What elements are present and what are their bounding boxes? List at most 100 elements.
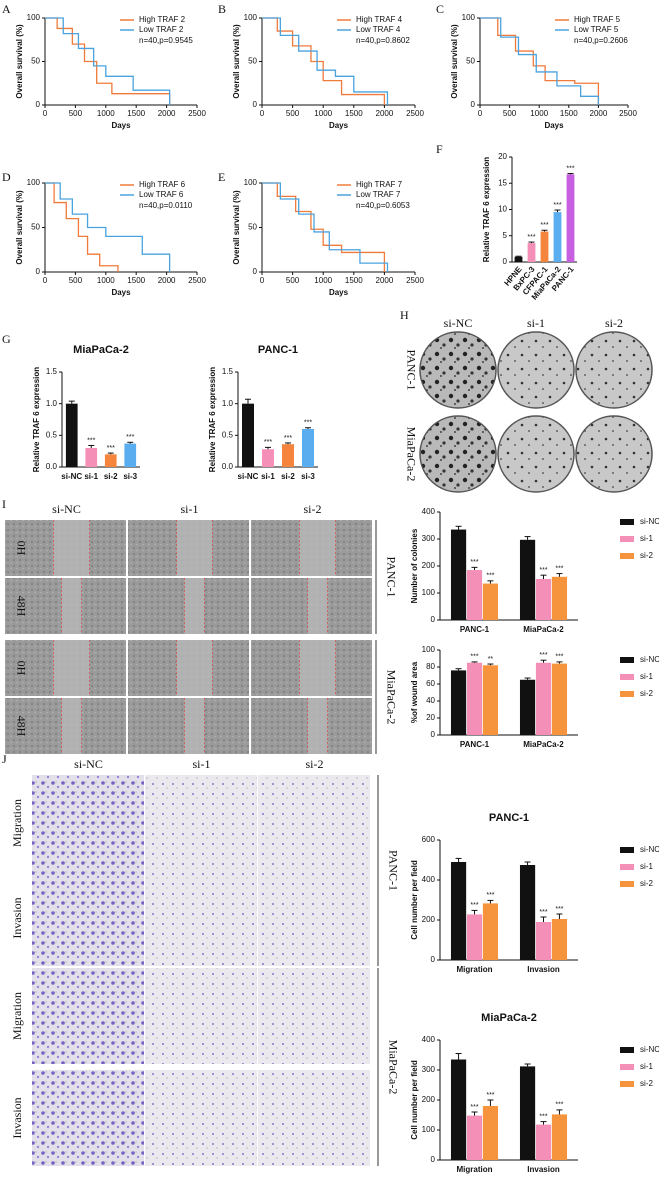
transwell-image — [145, 870, 257, 966]
bar — [466, 914, 483, 960]
y-tick-label: 50 — [31, 223, 40, 232]
group-label: MiaPaCa-2 — [386, 1040, 400, 1095]
legend-swatch — [620, 1081, 634, 1087]
legend-swatch — [620, 674, 634, 680]
x-tick-label: si-1 — [84, 472, 98, 481]
bar — [566, 174, 575, 262]
legend-label: si-1 — [640, 862, 653, 871]
row-label: PANC-1 — [404, 350, 418, 391]
wound-gap — [61, 698, 82, 754]
x-tick-label: si-NC — [61, 472, 82, 481]
y-axis-label: Number of colonies — [410, 528, 419, 603]
x-tick-label: PANC-1 — [460, 740, 490, 749]
y-tick-label: 15 — [498, 178, 507, 187]
y-tick-label: 0.0 — [222, 462, 234, 471]
transwell-image — [258, 968, 370, 1064]
y-tick-label: 80 — [426, 662, 435, 671]
x-tick-label: 1000 — [530, 109, 548, 118]
transwell-image — [258, 870, 370, 966]
wound-gap — [184, 578, 205, 634]
group-label: PANC-1 — [386, 850, 400, 891]
transwell-image — [145, 968, 257, 1064]
panel-letter: I — [2, 497, 6, 511]
significance: ** — [488, 656, 494, 663]
group-label: PANC-1 — [384, 557, 398, 598]
x-tick-label: 2500 — [406, 109, 424, 118]
wound-gap — [307, 698, 328, 754]
panel-letter: H — [400, 308, 409, 322]
column-label: si-1 — [193, 757, 211, 771]
legend-label: High TRAF 7 — [356, 180, 403, 189]
bar — [85, 448, 98, 467]
x-tick-label: 0 — [478, 109, 483, 118]
legend-swatch — [620, 691, 634, 697]
row-label: Invasion — [10, 1097, 24, 1138]
legend-swatch — [620, 1047, 634, 1053]
bar — [466, 1115, 483, 1160]
x-tick-label: 0 — [260, 109, 265, 118]
significance: *** — [87, 437, 95, 444]
legend-label: si-2 — [640, 551, 653, 560]
x-axis-label: Days — [544, 121, 564, 130]
row-label: MiaPaCa-2 — [404, 427, 418, 482]
bar — [519, 539, 536, 620]
y-tick-label: 600 — [422, 835, 436, 844]
y-tick-label: 100 — [244, 13, 258, 22]
survival-curve — [262, 182, 389, 272]
wound-gap — [176, 520, 213, 576]
y-tick-label: 0 — [471, 100, 476, 109]
y-axis-label: Relative TRAF 6 expression — [32, 367, 41, 472]
legend-label: si-1 — [640, 534, 653, 543]
x-axis-label: Days — [111, 121, 131, 130]
x-tick-label: MiaPaCa-2 — [523, 740, 564, 749]
y-tick-label: 20 — [498, 152, 507, 161]
y-tick-label: 0 — [36, 267, 41, 276]
column-label: si-2 — [306, 757, 324, 771]
colony-plate — [497, 415, 575, 493]
chart-title: PANC-1 — [258, 344, 298, 356]
y-tick-label: 1.0 — [46, 399, 58, 408]
row-label: 48H — [14, 596, 28, 617]
y-axis-label: Overall survival (%) — [15, 190, 24, 265]
legend-label: Low TRAF 6 — [139, 190, 184, 199]
x-tick-label: 0 — [43, 109, 48, 118]
bar — [551, 663, 568, 735]
wound-gap — [176, 640, 213, 696]
bar — [482, 665, 499, 735]
y-tick-label: 400 — [422, 875, 436, 884]
significance: *** — [555, 906, 563, 913]
legend-swatch — [620, 519, 634, 525]
x-tick-label: 500 — [69, 276, 83, 285]
legend-label: High TRAF 6 — [139, 180, 186, 189]
x-tick-label: si-1 — [261, 472, 275, 481]
x-tick-label: si-2 — [104, 472, 118, 481]
y-axis-label: Overall survival (%) — [232, 190, 241, 265]
wound-gap — [307, 578, 328, 634]
bar — [535, 578, 552, 620]
panel-letter: E — [218, 170, 225, 184]
transwell-image — [32, 1070, 144, 1166]
y-tick-label: 0 — [253, 100, 258, 109]
bar — [519, 1066, 536, 1160]
significance: *** — [539, 909, 547, 916]
transwell-image — [32, 775, 144, 871]
survival-curve — [45, 17, 171, 105]
y-tick-label: 60 — [426, 679, 435, 688]
x-tick-label: 1000 — [314, 276, 332, 285]
survival-curve — [480, 17, 600, 105]
significance: *** — [539, 1113, 547, 1120]
y-tick-label: 50 — [466, 57, 475, 66]
significance: *** — [470, 559, 478, 566]
bar — [551, 919, 568, 960]
significance: *** — [555, 565, 563, 572]
x-tick-label: 1500 — [560, 109, 578, 118]
significance: *** — [486, 1092, 494, 1099]
colony-plate — [419, 415, 497, 493]
bar — [450, 670, 467, 735]
y-tick-label: 0 — [431, 615, 436, 624]
bar — [535, 1124, 552, 1160]
panel-letter: C — [436, 2, 444, 16]
row-label: Invasion — [10, 897, 24, 938]
panel-letter: D — [2, 170, 11, 184]
colony-plate — [575, 331, 653, 409]
